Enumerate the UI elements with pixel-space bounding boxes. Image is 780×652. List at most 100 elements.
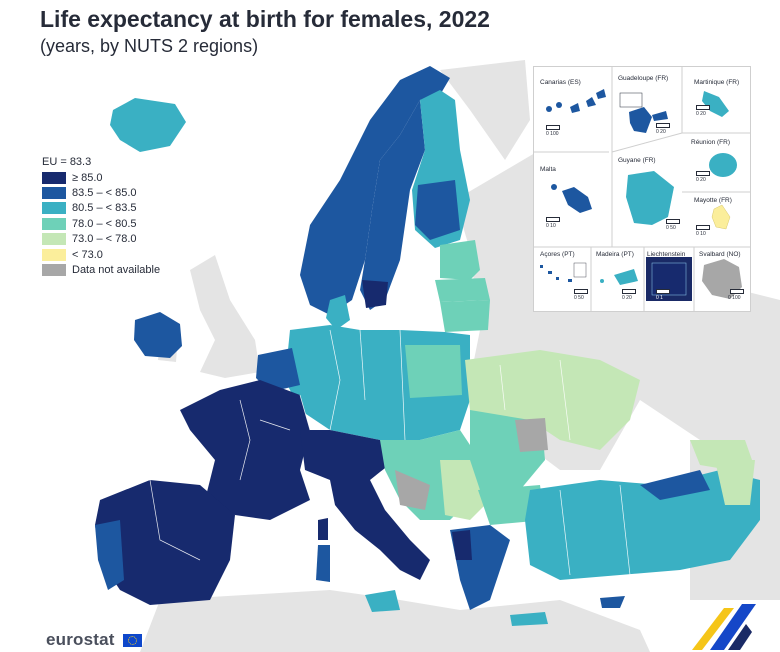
scale-label: 0 50 (574, 295, 584, 301)
inset-label-guyane: Guyane (FR) (618, 157, 656, 164)
region-alpine (300, 430, 395, 480)
legend-eu-average: EU = 83.3 (42, 156, 92, 168)
region-no-data-west-balkans (395, 470, 430, 510)
scale-label: 0 20 (622, 295, 632, 301)
legend-label: 80.5 – < 83.5 (72, 202, 137, 215)
inset-label-svalbard: Svalbard (NO) (699, 251, 741, 258)
scale-bar (622, 289, 636, 294)
region-portugal (95, 520, 124, 590)
scale-label: 0 1 (656, 295, 663, 301)
legend-label: Data not available (72, 264, 161, 277)
legend-swatch (42, 233, 66, 246)
inset-label-malta: Malta (540, 166, 556, 173)
region-turkey-northeast (640, 470, 710, 500)
scale-bar (656, 123, 670, 128)
acores-locator (573, 262, 587, 278)
scale-bar (574, 289, 588, 294)
scale-label: 0 20 (656, 129, 666, 135)
scale-bar (696, 105, 710, 110)
inset-label-liechtenstein: Liechtenstein (647, 251, 686, 258)
legend-swatch (42, 187, 66, 200)
scale-label: 0 50 (666, 225, 676, 231)
legend-swatch (42, 264, 66, 277)
region-sicily (365, 590, 400, 612)
region-borders (149, 329, 631, 576)
scale-bar (666, 219, 680, 224)
scale-bar (730, 289, 744, 294)
scale-bar (656, 289, 670, 294)
region-crete (510, 612, 548, 626)
region-benelux (256, 348, 300, 392)
guyane-shape (626, 171, 674, 225)
madeira-porto-santo-shape (600, 279, 604, 283)
legend-label: 78.0 – < 80.5 (72, 217, 137, 230)
legend-item: 78.0 – < 80.5 (42, 216, 160, 231)
inset-label-reunion: Réunion (FR) (691, 139, 731, 146)
scale-label: 0 100 (546, 131, 559, 137)
canarias-shape (546, 89, 606, 113)
acores-shape (540, 265, 572, 282)
inset-dividers (534, 67, 750, 311)
region-italy (330, 480, 430, 580)
legend-swatch (42, 202, 66, 215)
inset-label-guadeloupe: Guadeloupe (FR) (618, 75, 669, 82)
region-norway (300, 66, 450, 315)
inset-label-acores: Açores (PT) (540, 251, 575, 258)
region-sweden (360, 100, 425, 310)
legend-label: 83.5 – < 85.0 (72, 187, 137, 200)
legend-item: < 73.0 (42, 247, 160, 262)
malta-shape (562, 187, 592, 213)
region-ireland (134, 312, 182, 358)
inset-label-martinique: Martinique (FR) (694, 79, 740, 86)
region-latvia (435, 278, 490, 302)
region-corsica (318, 518, 328, 540)
inset-label-madeira: Madeira (PT) (596, 251, 634, 258)
eu-flag-icon (123, 634, 142, 647)
inset-label-mayotte: Mayotte (FR) (694, 197, 732, 204)
legend-item: 73.0 – < 78.0 (42, 232, 160, 247)
region-france (180, 380, 310, 520)
inset-label-canarias: Canarias (ES) (540, 79, 581, 86)
region-denmark (326, 295, 350, 330)
inset-graphics (534, 67, 750, 311)
region-sweden-south (362, 280, 388, 308)
guadeloupe-locator (619, 92, 643, 108)
scale-label: 0 20 (696, 177, 706, 183)
scale-bar (546, 217, 560, 222)
region-cyprus (600, 596, 625, 608)
guadeloupe-shape (629, 107, 652, 133)
region-iceland (110, 98, 186, 152)
malta-gozo-shape (551, 184, 557, 190)
inset-panel: Canarias (ES) Guadeloupe (FR) Martinique… (533, 66, 751, 312)
legend-label: 73.0 – < 78.0 (72, 233, 137, 246)
map-subtitle: (years, by NUTS 2 regions) (40, 36, 259, 56)
legend-item: 83.5 – < 85.0 (42, 185, 160, 200)
region-lithuania (440, 300, 490, 332)
region-greece-west (452, 530, 472, 560)
region-finland-south (415, 180, 460, 240)
reunion-shape (709, 153, 737, 177)
guadeloupe-shape-east (652, 111, 668, 121)
scale-label: 0 10 (696, 231, 706, 237)
eurostat-logo: eurostat (46, 630, 115, 649)
legend-label: ≥ 85.0 (72, 171, 103, 184)
martinique-shape (702, 91, 729, 117)
legend-item: Data not available (42, 262, 160, 277)
scale-bar (696, 171, 710, 176)
map-title: Life expectancy at birth for females, 20… (40, 6, 490, 32)
legend-swatch (42, 217, 66, 230)
legend-item: 80.5 – < 83.5 (42, 201, 160, 216)
mayotte-shape (711, 204, 731, 230)
region-ukraine (465, 350, 640, 450)
legend-swatch (42, 248, 66, 261)
madeira-shape (614, 269, 638, 285)
map-legend: EU = 83.3 ≥ 85.0 83.5 – < 85.0 80.5 – < … (42, 156, 160, 278)
scale-label: 0 20 (696, 111, 706, 117)
legend-swatch (42, 171, 66, 184)
legend-label: < 73.0 (72, 248, 103, 261)
region-no-data-moldova (515, 418, 548, 452)
scale-label: 0 100 (728, 295, 741, 301)
region-turkey (525, 470, 760, 580)
corner-decoration-icon (692, 604, 756, 650)
